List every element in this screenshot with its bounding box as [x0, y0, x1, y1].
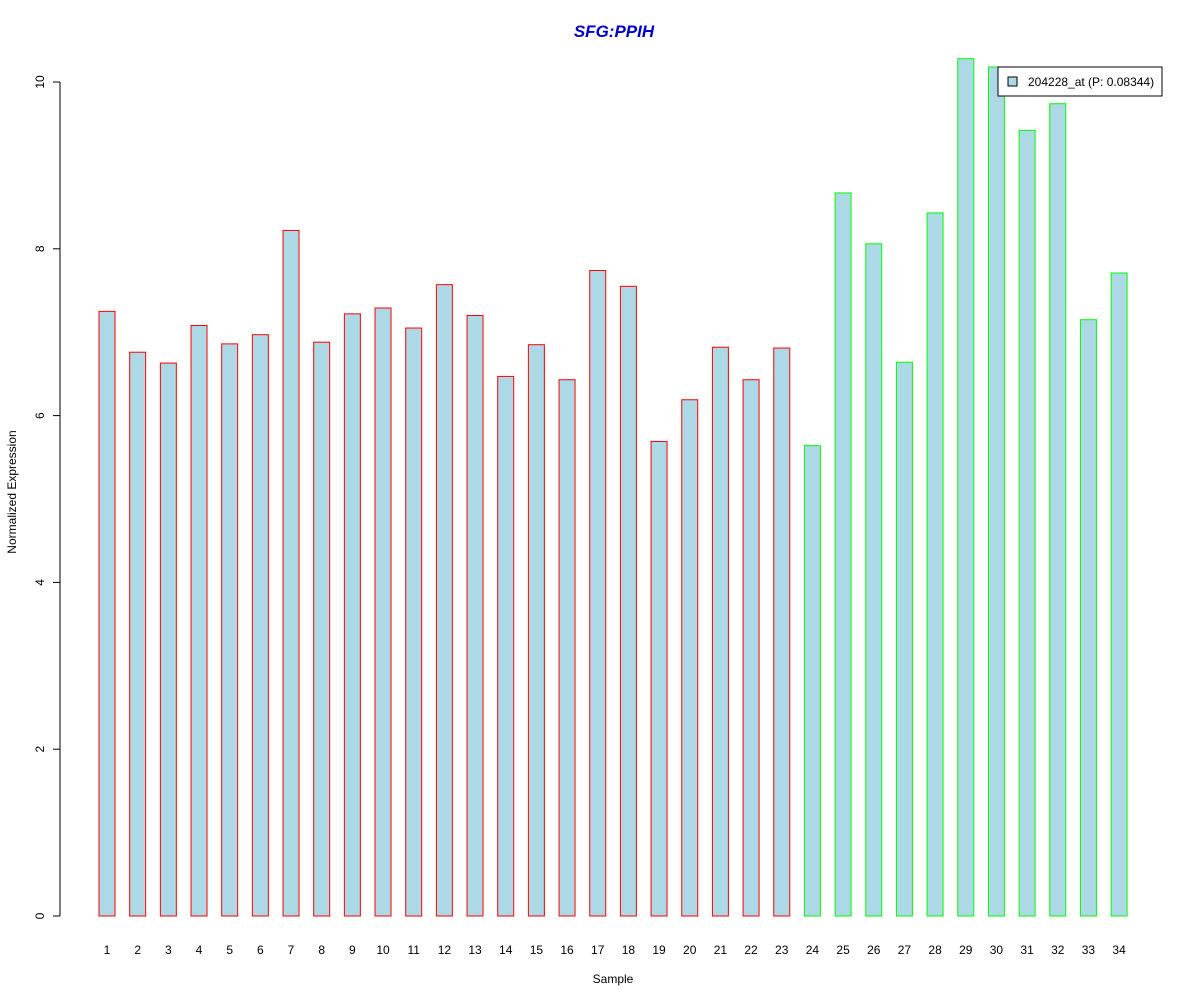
x-tick-label: 31 — [1020, 943, 1034, 957]
bar-sample-21 — [711, 346, 729, 917]
x-axis-label: Sample — [593, 972, 634, 986]
bar-sample-27 — [895, 361, 913, 917]
bar-sample-13 — [466, 315, 484, 917]
y-axis-label: Normalized Expression — [5, 430, 19, 553]
bar-sample-24 — [803, 445, 821, 917]
bar-sample-10 — [374, 307, 392, 917]
bar-sample-33 — [1079, 319, 1097, 917]
x-tick-label: 25 — [836, 943, 850, 957]
bar-sample-1 — [98, 310, 116, 917]
x-tick-label: 15 — [530, 943, 544, 957]
bar-sample-23 — [773, 347, 791, 917]
x-tick-label: 34 — [1112, 943, 1126, 957]
x-tick-label: 32 — [1051, 943, 1065, 957]
bar-sample-3 — [159, 362, 177, 917]
bar-sample-18 — [619, 285, 637, 917]
x-tick-label: 6 — [257, 943, 264, 957]
y-tick-label: 2 — [33, 746, 47, 753]
bar-sample-15 — [527, 344, 545, 917]
bar-sample-8 — [313, 341, 331, 917]
bar-sample-12 — [435, 284, 453, 917]
bar-sample-17 — [589, 269, 607, 917]
bar-sample-11 — [405, 327, 423, 917]
bar-sample-22 — [742, 379, 760, 917]
x-tick-label: 27 — [898, 943, 912, 957]
chart-title: SFG:PPIH — [574, 22, 655, 41]
x-tick-label: 13 — [468, 943, 482, 957]
y-tick-label: 4 — [33, 579, 47, 586]
x-tick-label: 11 — [407, 943, 420, 957]
bar-sample-2 — [129, 351, 147, 917]
x-tick-label: 5 — [226, 943, 233, 957]
bar-sample-4 — [190, 325, 208, 917]
legend-label: 204228_at (P: 0.08344) — [1028, 75, 1154, 89]
bar-sample-25 — [834, 192, 852, 917]
bar-sample-16 — [558, 379, 576, 917]
legend-box — [997, 66, 1163, 97]
x-tick-label: 30 — [990, 943, 1004, 957]
x-tick-label: 33 — [1082, 943, 1096, 957]
x-tick-label: 4 — [196, 943, 203, 957]
x-tick-label: 7 — [288, 943, 295, 957]
x-tick-label: 24 — [806, 943, 820, 957]
bar-sample-32 — [1049, 103, 1067, 917]
x-tick-label: 20 — [683, 943, 697, 957]
x-tick-label: 1 — [104, 943, 111, 957]
x-tick-label: 29 — [959, 943, 973, 957]
x-tick-label: 14 — [499, 943, 513, 957]
x-tick-label: 16 — [560, 943, 574, 957]
y-tick-label: 10 — [33, 75, 47, 89]
legend-swatch — [1007, 76, 1018, 87]
x-tick-label: 22 — [744, 943, 758, 957]
bar-sample-26 — [865, 243, 883, 917]
x-tick-label: 26 — [867, 943, 881, 957]
x-tick-label: 21 — [714, 943, 728, 957]
x-tick-label: 28 — [928, 943, 942, 957]
y-axis-ticks: 0 2 4 6 8 10 — [33, 75, 60, 919]
bar-sample-34 — [1110, 272, 1128, 917]
bar-sample-9 — [343, 313, 361, 917]
x-tick-label: 23 — [775, 943, 789, 957]
x-tick-label: 3 — [165, 943, 172, 957]
bar-sample-31 — [1018, 129, 1036, 917]
x-tick-label: 8 — [318, 943, 325, 957]
bar-sample-19 — [650, 440, 668, 917]
x-tick-label: 18 — [622, 943, 636, 957]
y-tick-label: 0 — [33, 912, 47, 919]
bar-sample-5 — [221, 343, 239, 917]
y-tick-label: 6 — [33, 412, 47, 419]
bars — [98, 58, 1128, 917]
bar-sample-20 — [681, 399, 699, 917]
bar-sample-30 — [987, 66, 1005, 917]
bar-sample-29 — [957, 58, 975, 917]
x-tick-label: 12 — [438, 943, 452, 957]
legend: 204228_at (P: 0.08344) — [997, 66, 1163, 97]
bar-sample-6 — [251, 334, 269, 917]
x-tick-label: 19 — [652, 943, 666, 957]
bar-sample-28 — [926, 212, 944, 917]
bar-sample-7 — [282, 229, 300, 917]
x-tick-label: 17 — [591, 943, 605, 957]
y-tick-label: 8 — [33, 245, 47, 252]
x-tick-label: 10 — [376, 943, 390, 957]
bar-sample-14 — [497, 375, 515, 917]
x-tick-labels: 1 2 3 4 5 6 7 8 9 10 11 12 13 14 15 16 17 18 19 20 21 22 23 24 2… — [104, 943, 1126, 957]
x-tick-label: 2 — [134, 943, 141, 957]
x-tick-label: 9 — [349, 943, 356, 957]
